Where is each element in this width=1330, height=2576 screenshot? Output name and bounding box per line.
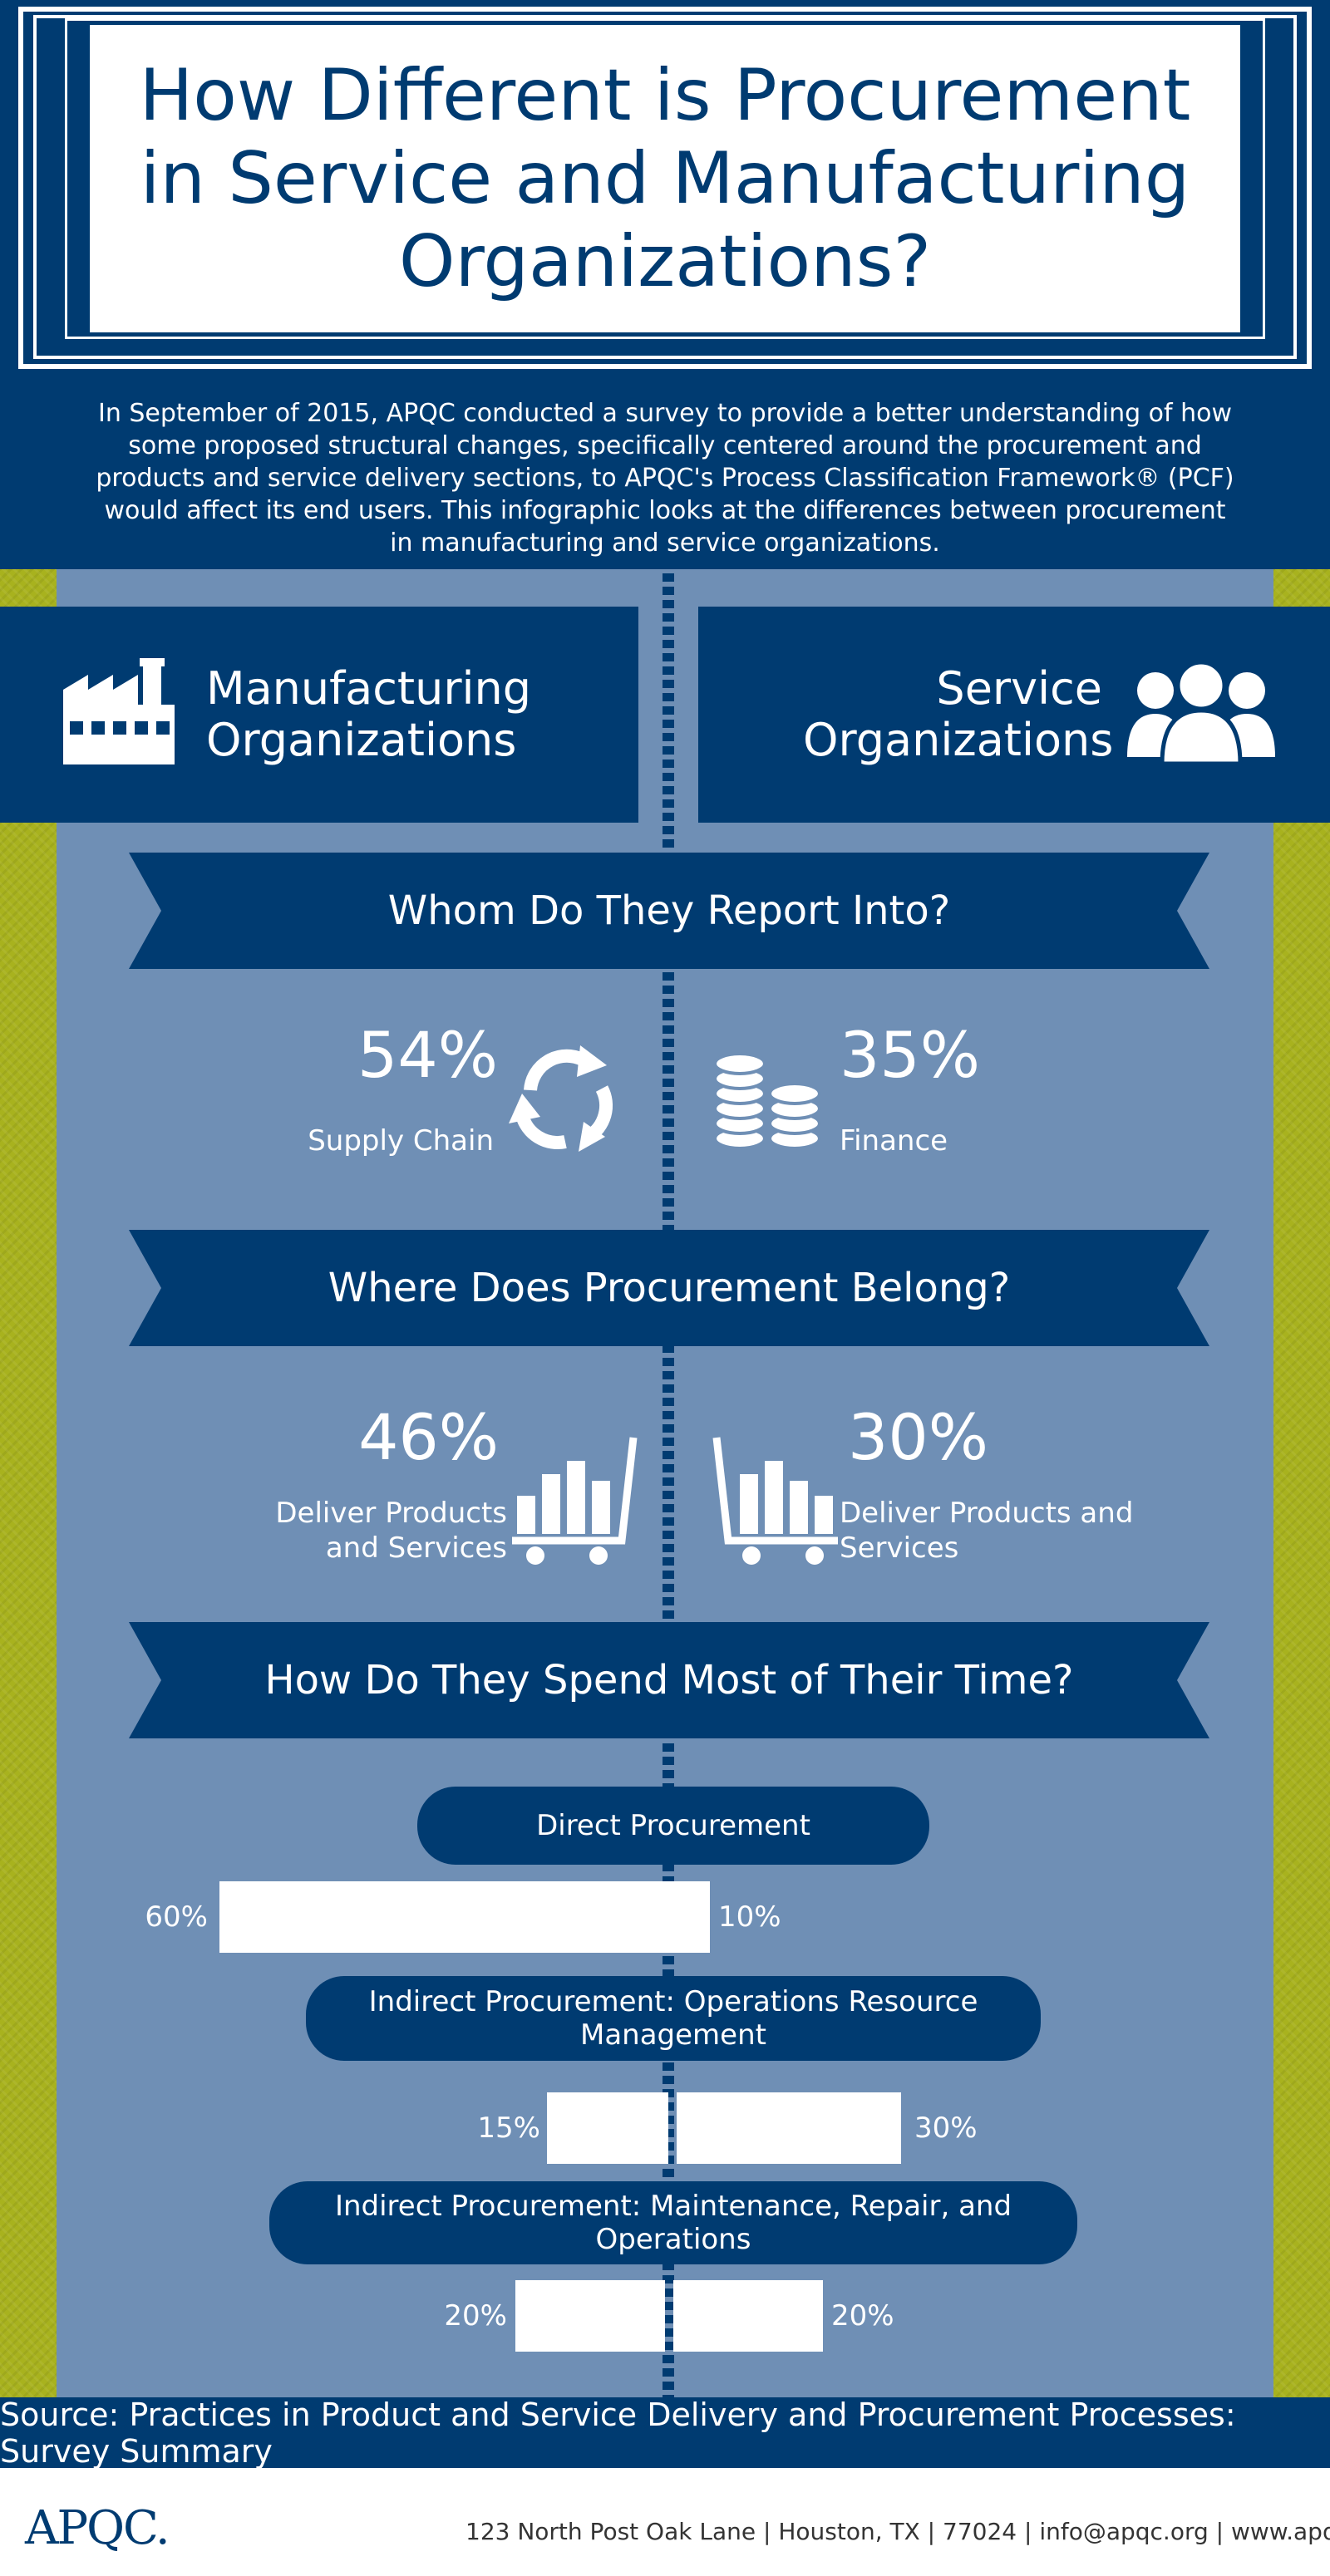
panel-notch-left [622,607,638,823]
cart-chart-icon-right [708,1426,841,1571]
report-right-value: 35% [840,1018,980,1092]
mro-left-bar [515,2280,665,2352]
direct-right-bar [668,1881,710,1953]
apqc-logo: APQC. [25,2501,170,2555]
title-box: How Different is Procurement in Service … [90,25,1240,332]
category-operations-resource-management: Indirect Procurement: Operations Resourc… [306,1976,1041,2061]
coin-stacks-icon [712,1040,828,1160]
intro-text: In September of 2015, APQC conducted a s… [96,399,1234,558]
service-panel: Service Organizations [698,607,1330,823]
title-frame-outer [18,7,1312,369]
belong-left-value: 46% [358,1400,499,1474]
belong-left-label: Deliver Products and Services [275,1497,507,1565]
page-title: How Different is Procurement in Service … [139,54,1191,303]
orm-left-pct: 15% [477,2111,540,2145]
direct-left-pct: 60% [145,1900,208,1934]
title-frame-inner [65,18,1265,339]
time-ribbon: How Do They Spend Most of Their Time? [129,1622,1209,1738]
direct-right-pct: 10% [718,1900,781,1934]
contact-address: 123 North Post Oak Lane | Houston, TX | … [466,2518,1330,2545]
direct-left-bar [219,1881,668,1953]
source-text: Source: Practices in Product and Service… [0,2396,1236,2470]
footer [0,2468,1330,2576]
report-right-label: Finance [840,1124,948,1158]
belong-right-label: Deliver Products and Services [840,1497,1134,1565]
category-maintenance-repair-operations: Indirect Procurement: Maintenance, Repai… [269,2181,1077,2264]
mro-left-pct: 20% [444,2299,507,2333]
left-accent-stripe [0,569,57,2397]
source-bar: Source: Practices in Product and Service… [0,2396,1330,2470]
manufacturing-label: Manufacturing Organizations [206,662,532,766]
service-label: Service Organizations [803,662,1114,766]
title-frame-middle [33,15,1297,359]
report-left-label: Supply Chain [308,1124,494,1158]
factory-icon [57,655,181,774]
report-title: Whom Do They Report Into? [387,887,951,934]
manufacturing-panel: Manufacturing Organizations [0,607,638,823]
report-left-value: 54% [357,1018,498,1092]
panel-notch-right [698,607,715,823]
belong-right-value: 30% [848,1400,988,1474]
category-direct-procurement: Direct Procurement [417,1787,929,1865]
belong-title: Where Does Procurement Belong? [328,1265,1011,1311]
right-accent-stripe [1273,569,1330,2397]
belong-ribbon: Where Does Procurement Belong? [129,1230,1209,1346]
mro-right-pct: 20% [831,2299,894,2333]
orm-right-bar [677,2092,901,2164]
orm-left-bar [547,2092,668,2164]
recycle-arrows-icon [497,1039,630,1167]
orm-right-pct: 30% [914,2111,978,2145]
people-icon [1122,659,1280,770]
time-title: How Do They Spend Most of Their Time? [264,1657,1074,1703]
cart-chart-icon-left [509,1426,642,1571]
report-ribbon: Whom Do They Report Into? [129,853,1209,969]
mro-right-bar [673,2280,823,2352]
